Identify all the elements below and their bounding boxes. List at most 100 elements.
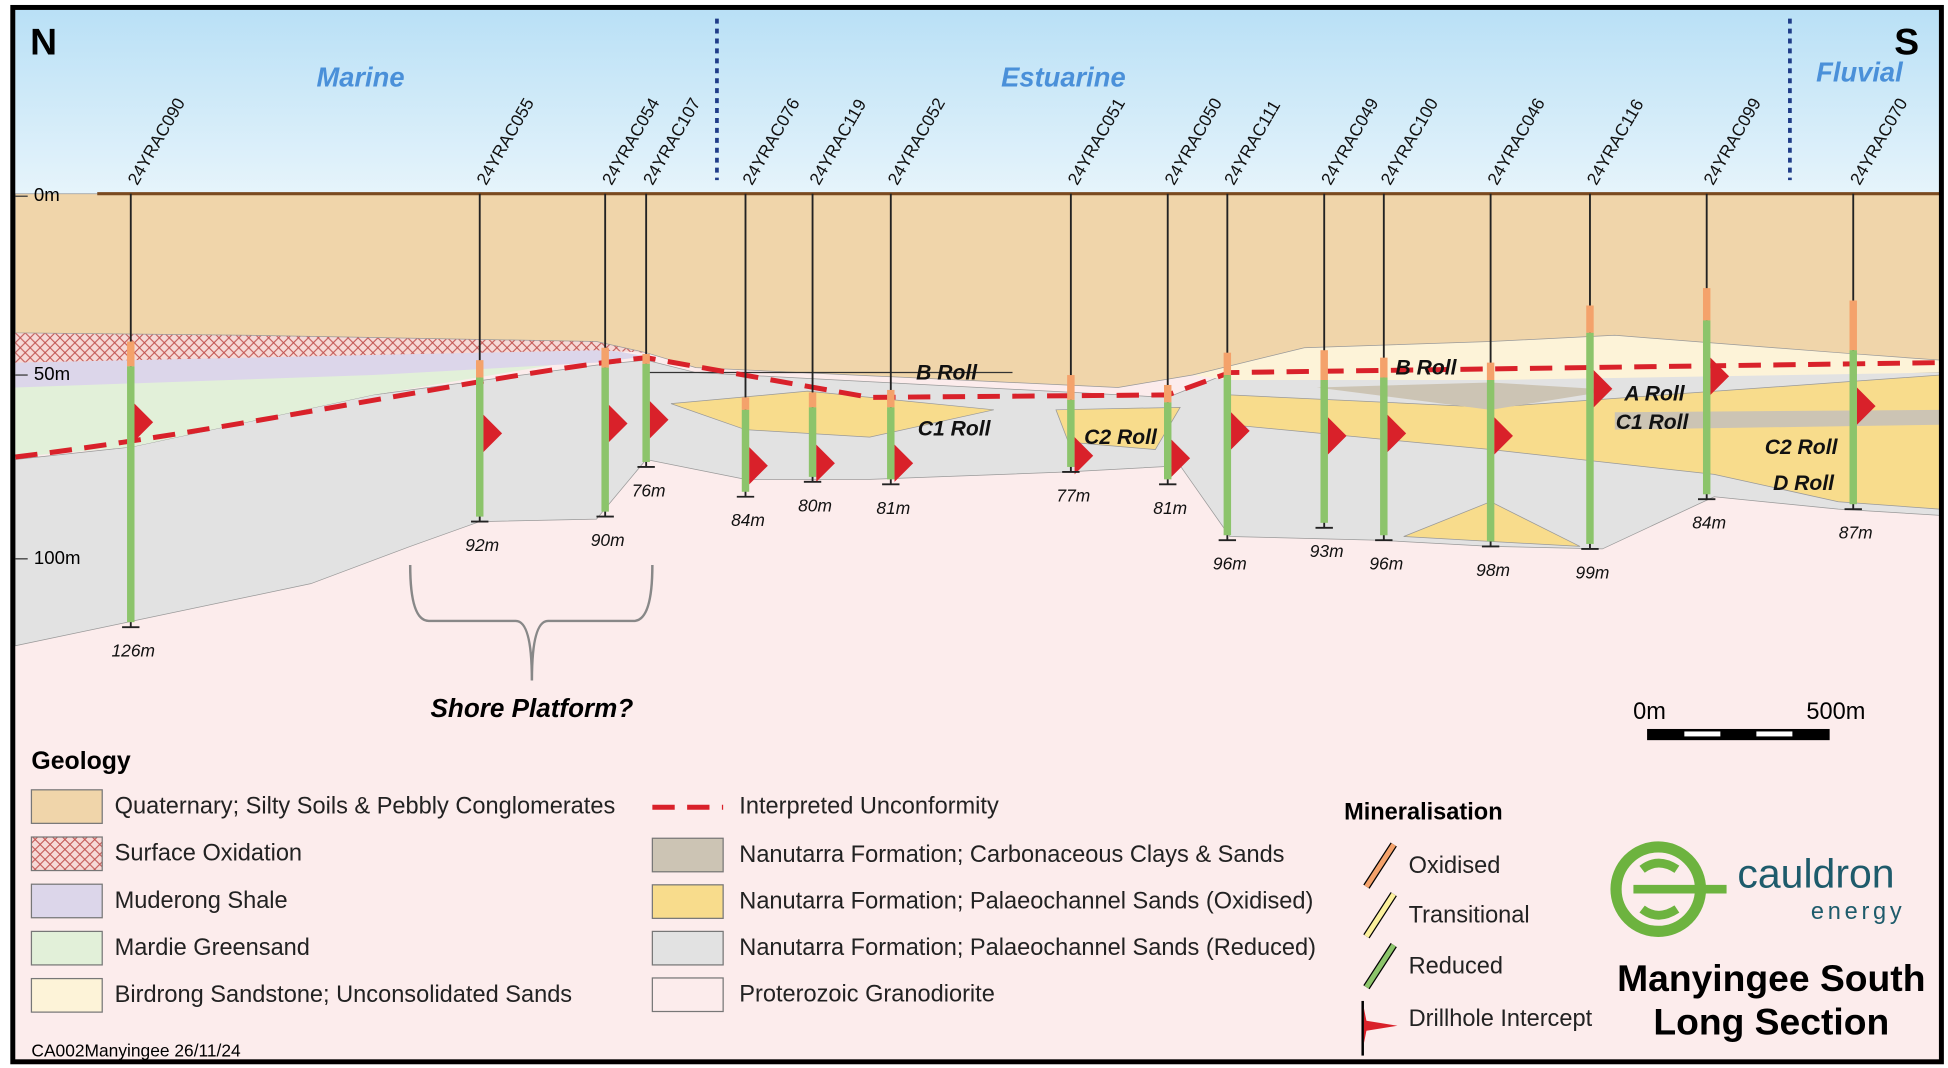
oxidised-sands (1055, 406, 1181, 450)
intercept (608, 404, 628, 443)
intercept (1327, 417, 1347, 455)
log-oxidised (1223, 352, 1232, 376)
intercept (1494, 417, 1513, 455)
legend-swatch (1364, 943, 1396, 989)
quaternary (14, 193, 1941, 388)
annotation: Shore Platform? (431, 693, 634, 723)
legend-title: Geology (31, 748, 131, 775)
legend-swatch (651, 884, 724, 919)
intercept (1710, 357, 1730, 395)
scale-bar-frame (1647, 728, 1830, 741)
log-reduced (1702, 320, 1711, 495)
log-oxidised (1320, 350, 1328, 381)
roll-label: D Roll (1773, 472, 1835, 495)
hole-depth: 81m (876, 498, 910, 518)
roll-label: C2 Roll (1084, 426, 1158, 449)
legend-title: Mineralisation (1344, 799, 1503, 825)
log-reduced (1486, 380, 1495, 542)
hole-depth: 87m (1839, 523, 1873, 543)
log-reduced (642, 363, 650, 462)
log-oxidised (1849, 300, 1857, 351)
intercept (894, 444, 914, 482)
logo-mark (1633, 858, 1727, 920)
log-reduced (601, 367, 609, 512)
logo-tagline: energy (1811, 898, 1905, 924)
legend-label: Nanutarra Formation; Palaeochannel Sands… (739, 887, 1313, 913)
log-reduced (1164, 402, 1172, 480)
south-label: S (1894, 21, 1919, 63)
logo: cauldron energy (1610, 841, 1905, 937)
zone-label: Fluvial (1816, 57, 1904, 88)
roll-label: B Roll (916, 361, 978, 384)
title: Manyingee South (1617, 957, 1925, 999)
log-reduced (1380, 377, 1388, 536)
log-oxidised (1586, 305, 1594, 333)
legend-swatch (1364, 892, 1396, 938)
intercept (483, 414, 503, 453)
log-oxidised (1067, 375, 1075, 400)
hole-depth: 90m (591, 530, 625, 550)
intercept (816, 444, 835, 482)
hole-depth: 99m (1576, 562, 1610, 582)
log-oxidised (887, 389, 895, 408)
legend-label: Birdrong Sandstone; Unconsolidated Sands (115, 981, 572, 1007)
mardie-greensand (15, 357, 597, 458)
hole-depth: 96m (1213, 554, 1247, 574)
intercept (1171, 439, 1191, 477)
depth-label: 100m (34, 547, 81, 568)
zone-label: Marine (316, 62, 404, 93)
zone-label: Estuarine (1001, 62, 1125, 93)
roll-label: C1 Roll (1616, 411, 1690, 434)
hole-depth: 81m (1153, 498, 1187, 518)
frame (10, 4, 1944, 1065)
log-reduced (476, 377, 484, 517)
legend-label: Proterozoic Granodiorite (739, 981, 995, 1007)
legend-label: Oxidised (1409, 852, 1501, 878)
log-reduced (1320, 380, 1328, 523)
hole-depth: 96m (1369, 554, 1403, 574)
legend: Quaternary; Silty Soils & Pebbly Conglom… (30, 789, 1316, 1013)
log-oxidised (808, 392, 817, 408)
hole-depth: 84m (731, 510, 765, 530)
hole-depth: 84m (1692, 513, 1726, 533)
log-oxidised (642, 353, 650, 364)
intercept (1074, 437, 1094, 475)
roll-label: A Roll (1623, 382, 1685, 405)
oxidised-sands (1229, 374, 1941, 510)
intercept (1856, 387, 1876, 425)
mineralisation-legend: Oxidised Transitional Reduced Drillhole … (1361, 842, 1593, 1056)
log-oxidised (601, 347, 609, 368)
oxidised-sands (670, 390, 994, 438)
log-oxidised (476, 360, 484, 378)
legend-label: Nanutarra Formation; Carbonaceous Clays … (739, 841, 1284, 867)
carbonaceous-clays (1316, 382, 1615, 410)
log-reduced (1849, 350, 1857, 505)
hole-depth: 126m (112, 641, 155, 661)
scale-bar-segment (1684, 731, 1721, 737)
hole-depth: 77m (1056, 485, 1090, 505)
intercept (649, 401, 669, 439)
roll-label: B Roll (1396, 356, 1458, 379)
roll-label: C2 Roll (1765, 436, 1839, 459)
log-reduced (1586, 332, 1594, 544)
intercept (134, 403, 154, 441)
log-oxidised (741, 397, 750, 410)
legend-label: Mardie Greensand (115, 934, 310, 960)
intercept (1231, 412, 1250, 450)
legend-swatch (30, 836, 103, 872)
log-oxidised (1380, 357, 1388, 378)
log-oxidised (1486, 362, 1495, 381)
log-reduced (741, 409, 750, 492)
legend-swatch (30, 789, 103, 824)
brace (408, 565, 654, 681)
legend-swatch (1364, 843, 1396, 889)
intercept (1593, 370, 1613, 408)
scale-label: 0m (1633, 698, 1666, 724)
intercept (749, 447, 768, 485)
legend-swatch (1363, 1008, 1398, 1044)
hole-depth: 98m (1476, 560, 1510, 580)
log-oxidised (1164, 384, 1172, 403)
log-oxidised (1702, 288, 1711, 321)
legend-swatch (30, 930, 103, 966)
